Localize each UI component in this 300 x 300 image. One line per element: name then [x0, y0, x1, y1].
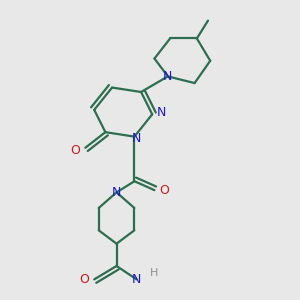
- Text: N: N: [132, 132, 141, 145]
- Text: N: N: [157, 106, 166, 118]
- Text: H: H: [150, 268, 159, 278]
- Text: N: N: [112, 186, 121, 199]
- Text: N: N: [163, 70, 172, 83]
- Text: N: N: [132, 273, 141, 286]
- Text: O: O: [70, 143, 80, 157]
- Text: O: O: [160, 184, 170, 197]
- Text: O: O: [79, 273, 89, 286]
